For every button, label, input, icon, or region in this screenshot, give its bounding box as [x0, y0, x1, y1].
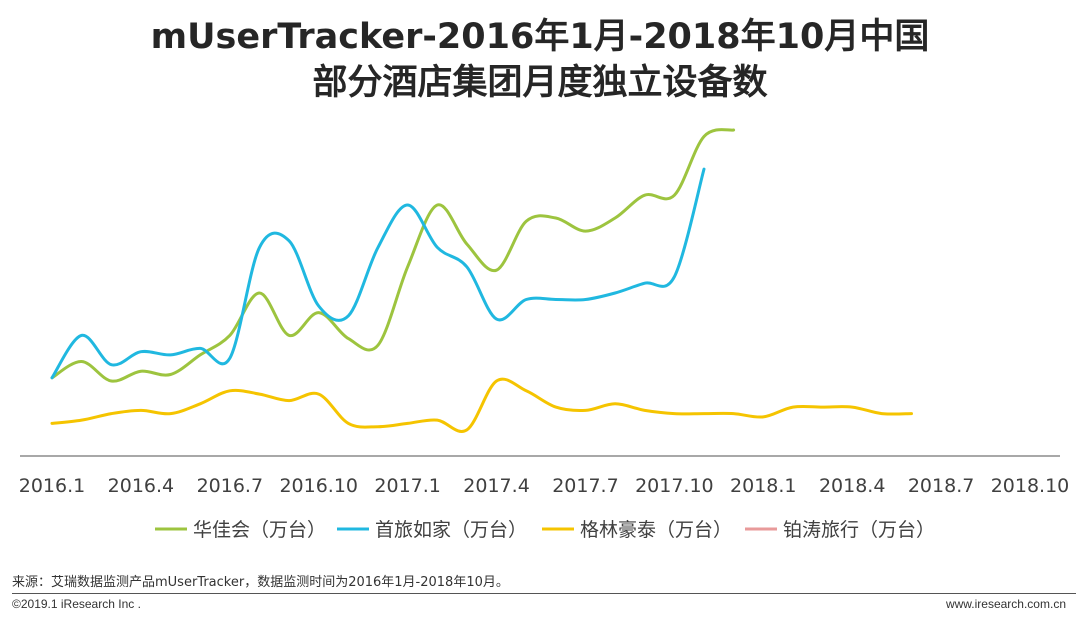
chart-title-line-1: mUserTracker-2016年1月-2018年10月中国: [150, 17, 930, 57]
x-tick-label: 2017.7: [552, 475, 618, 497]
x-tick-label: 2018.1: [730, 475, 796, 497]
series-line-2: [50, 377, 913, 433]
x-tick-label: 2016.7: [197, 475, 263, 497]
line-chart: 2016.1 2016.4 2016.7 2016.10 2017.1 2017.4 201…: [19, 128, 1070, 541]
x-tick-label: 2016.1: [19, 475, 85, 497]
x-tick-label: 2017.10: [635, 475, 714, 497]
legend-label: 铂涛旅行（万台）: [783, 519, 935, 541]
website-link[interactable]: www.iresearch.com.cn: [945, 597, 1066, 611]
x-tick-label: 2018.4: [819, 475, 885, 497]
x-tick-label: 2018.7: [908, 475, 974, 497]
x-tick-label: 2016.4: [108, 475, 174, 497]
legend-label: 格林豪泰（万台）: [580, 519, 732, 541]
series-line-1: [50, 167, 706, 380]
x-tick-label: 2017.4: [463, 475, 529, 497]
legend-label: 首旅如家（万台）: [375, 519, 527, 541]
legend-label: 华佳会（万台）: [193, 519, 326, 541]
chart-title: mUserTracker-2016年1月-2018年10月中国 部分酒店集团月度…: [0, 14, 1080, 106]
copyright-text: ©2019.1 iResearch Inc .: [12, 597, 141, 611]
data-source-note: 来源：艾瑞数据监测产品mUserTracker，数据监测时间为2016年1月-2…: [12, 575, 509, 590]
series-line-0: [50, 128, 736, 383]
x-tick-label: 2018.10: [991, 475, 1070, 497]
chart-title-line-2: 部分酒店集团月度独立设备数: [312, 63, 768, 103]
x-tick-label: 2017.1: [374, 475, 440, 497]
x-tick-label: 2016.10: [279, 475, 358, 497]
footer-divider: [12, 593, 1076, 594]
